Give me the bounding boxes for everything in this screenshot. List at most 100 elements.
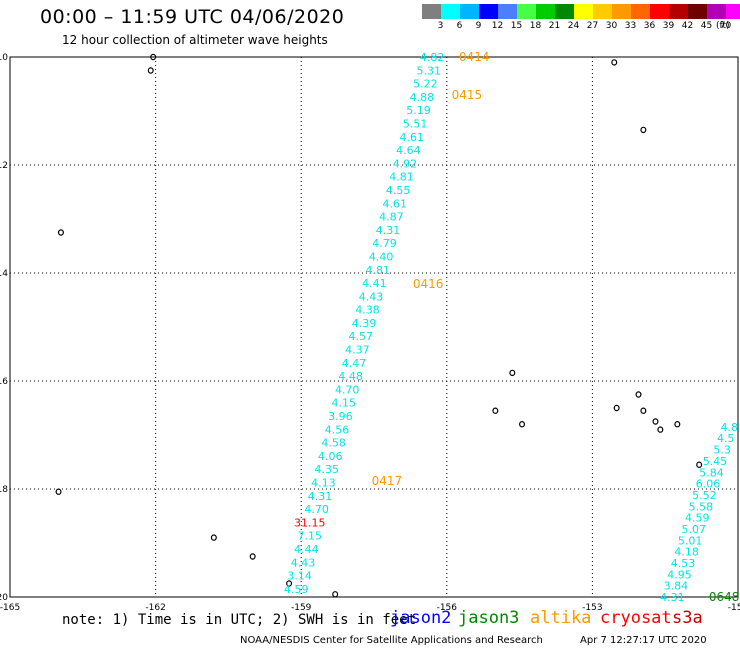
wave-height-label: 4.55 — [386, 184, 411, 197]
island-outline — [57, 229, 64, 236]
island-outline — [509, 369, 516, 377]
island-outline — [635, 391, 642, 398]
island-outline — [640, 407, 647, 414]
wave-height-label: 4.39 — [352, 317, 377, 330]
wave-height-label: 4.13 — [311, 477, 336, 490]
y-tick-label: -14 — [0, 269, 8, 279]
wave-height-label: 4.31 — [660, 591, 685, 604]
color-scale-label: 24 — [567, 21, 580, 31]
color-swatch — [612, 4, 631, 19]
wave-height-label: 5.58 — [689, 500, 714, 513]
pass-time-label: 0414 — [459, 50, 490, 64]
island-outline — [657, 426, 664, 433]
wave-height-label: 4.87 — [379, 211, 404, 224]
wave-height-label: 5.3 — [713, 444, 731, 457]
island-outline — [640, 126, 647, 134]
wave-height-label: 4.70 — [304, 503, 329, 516]
color-scale-label: 30 — [605, 21, 618, 31]
wave-height-label: 4.47 — [342, 357, 367, 370]
x-tick-label: -150 — [728, 603, 740, 613]
y-tick-label: -10 — [0, 53, 8, 63]
wave-height-label: 3.14 — [287, 570, 312, 583]
satellite-legend-cryosat: cryosat — [600, 608, 672, 628]
island-outline — [652, 418, 659, 425]
island-outline — [492, 407, 499, 414]
color-swatch — [574, 4, 593, 19]
color-swatch — [460, 4, 479, 19]
color-swatch — [536, 4, 555, 19]
x-tick-label: -159 — [291, 603, 312, 613]
color-scale-label: 9 — [475, 21, 482, 31]
wave-height-label: 4.58 — [321, 437, 346, 450]
y-tick-label: -12 — [0, 161, 8, 171]
satellite-legend-jason3: jason3 — [458, 608, 520, 628]
color-swatch — [479, 4, 498, 19]
island-outline — [210, 534, 217, 541]
pass-time-label: 0417 — [372, 474, 403, 488]
wave-height-label: 4.70 — [335, 383, 360, 396]
color-swatch — [441, 4, 460, 19]
wave-height-label: 4.59 — [685, 512, 710, 525]
x-tick-label: -165 — [0, 603, 20, 613]
wave-height-label: 4.43 — [359, 290, 384, 303]
color-swatch — [707, 4, 726, 19]
y-tick-label: -18 — [0, 485, 8, 495]
wave-height-label: 4.57 — [349, 330, 374, 343]
color-swatch — [593, 4, 612, 19]
color-swatch — [650, 4, 669, 19]
wave-height-label: 3.96 — [328, 410, 353, 423]
pass-time-label: 0416 — [413, 277, 444, 291]
x-tick-label: -153 — [582, 603, 602, 613]
wave-height-label: 4.48 — [338, 370, 363, 383]
wave-height-label: 5.19 — [406, 104, 431, 117]
color-scale-label: 42 — [681, 21, 694, 31]
credit-line: NOAA/NESDIS Center for Satellite Applica… — [240, 635, 543, 646]
pass-time-label: 0415 — [452, 88, 483, 102]
island-outline — [147, 67, 154, 74]
color-scale-bar — [422, 4, 740, 20]
wave-height-label: 4.61 — [383, 197, 408, 210]
color-swatch — [631, 4, 650, 19]
satellite-legend-jason2: jason2 — [390, 608, 452, 628]
color-scale-label: 70 — [719, 21, 732, 31]
wave-height-label: 5.31 — [416, 64, 441, 77]
wave-height-label: 4.79 — [372, 237, 397, 250]
wave-height-label: 4.44 — [294, 543, 319, 556]
color-swatch — [422, 4, 441, 19]
wave-height-label: 7.15 — [298, 530, 323, 543]
wave-height-label: 4.92 — [393, 157, 418, 170]
wave-height-label: 3.84 — [664, 580, 689, 593]
color-scale-label: 12 — [491, 21, 504, 31]
color-scale-label: 27 — [586, 21, 599, 31]
wave-height-label: 5.84 — [699, 466, 724, 479]
island-outline — [674, 421, 681, 428]
wave-height-label: 5.22 — [413, 78, 438, 91]
wave-height-label: 4.81 — [389, 171, 414, 184]
color-scale-label: 36 — [643, 21, 656, 31]
color-scale-label: 18 — [529, 21, 542, 31]
color-scale-label: 15 — [510, 21, 523, 31]
wave-height-label: 4.88 — [410, 91, 435, 104]
island-outline — [286, 580, 293, 587]
wave-height-label: 4.81 — [366, 264, 391, 277]
footnote: note: 1) Time is in UTC; 2) SWH is in fe… — [62, 612, 417, 628]
wave-height-label: 4.5 — [717, 432, 735, 445]
wave-height-label: 4.15 — [332, 397, 357, 410]
pass-time-label: 0648 — [709, 590, 740, 604]
satellite-legend-s3a: s3a — [672, 608, 703, 628]
island-outline — [611, 59, 618, 66]
wave-height-label: 4.06 — [318, 450, 343, 463]
color-scale-label: 45 — [700, 21, 713, 31]
color-swatch — [498, 4, 517, 19]
x-tick-label: -162 — [145, 603, 165, 613]
wave-height-label: 31.15 — [294, 516, 326, 529]
y-tick-label: -20 — [0, 593, 8, 603]
wave-height-label: 5.01 — [678, 534, 703, 547]
wave-height-label: 4.56 — [325, 423, 350, 436]
page-title: 00:00 – 11:59 UTC 04/06/2020 — [40, 6, 345, 28]
color-swatch — [726, 4, 740, 19]
island-outline — [519, 421, 526, 428]
wave-height-label: 4.18 — [674, 546, 699, 559]
page-subtitle: 12 hour collection of altimeter wave hei… — [62, 33, 328, 47]
